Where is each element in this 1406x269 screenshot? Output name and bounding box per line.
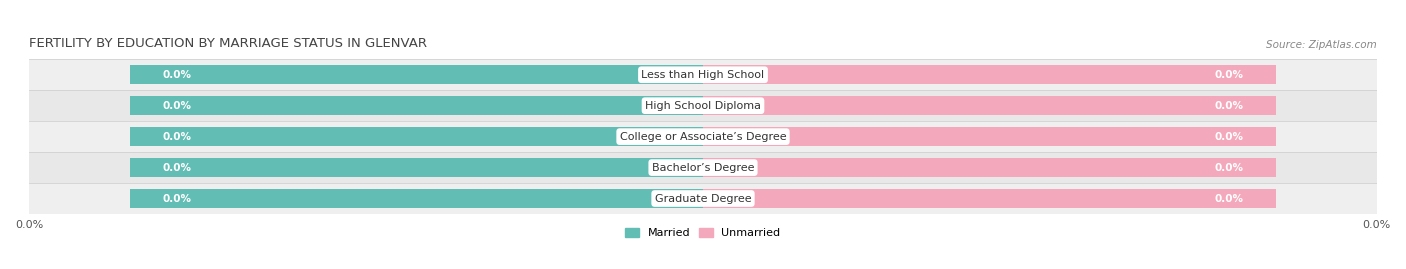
Text: 0.0%: 0.0% [1215,193,1243,204]
Bar [30,59,1376,90]
Text: High School Diploma: High School Diploma [645,101,761,111]
Text: 0.0%: 0.0% [163,132,191,141]
Text: FERTILITY BY EDUCATION BY MARRIAGE STATUS IN GLENVAR: FERTILITY BY EDUCATION BY MARRIAGE STATU… [30,37,427,50]
Bar [131,189,703,208]
Bar [131,96,703,115]
Bar [30,121,1376,152]
Bar [30,183,1376,214]
Text: 0.0%: 0.0% [1215,162,1243,173]
Text: 0.0%: 0.0% [163,162,191,173]
Legend: Married, Unmarried: Married, Unmarried [621,223,785,242]
Text: Source: ZipAtlas.com: Source: ZipAtlas.com [1267,40,1376,50]
Bar [703,189,1275,208]
Text: Graduate Degree: Graduate Degree [655,193,751,204]
Bar [703,65,1275,84]
Text: 0.0%: 0.0% [163,70,191,80]
Text: 0.0%: 0.0% [1215,70,1243,80]
Bar [131,127,703,146]
Text: Less than High School: Less than High School [641,70,765,80]
Bar [703,158,1275,177]
Text: 0.0%: 0.0% [1215,132,1243,141]
Bar [30,152,1376,183]
Bar [703,96,1275,115]
Bar [30,90,1376,121]
Bar [131,158,703,177]
Bar [703,127,1275,146]
Bar [131,65,703,84]
Text: College or Associate’s Degree: College or Associate’s Degree [620,132,786,141]
Text: 0.0%: 0.0% [163,193,191,204]
Text: 0.0%: 0.0% [1215,101,1243,111]
Text: Bachelor’s Degree: Bachelor’s Degree [652,162,754,173]
Text: 0.0%: 0.0% [163,101,191,111]
